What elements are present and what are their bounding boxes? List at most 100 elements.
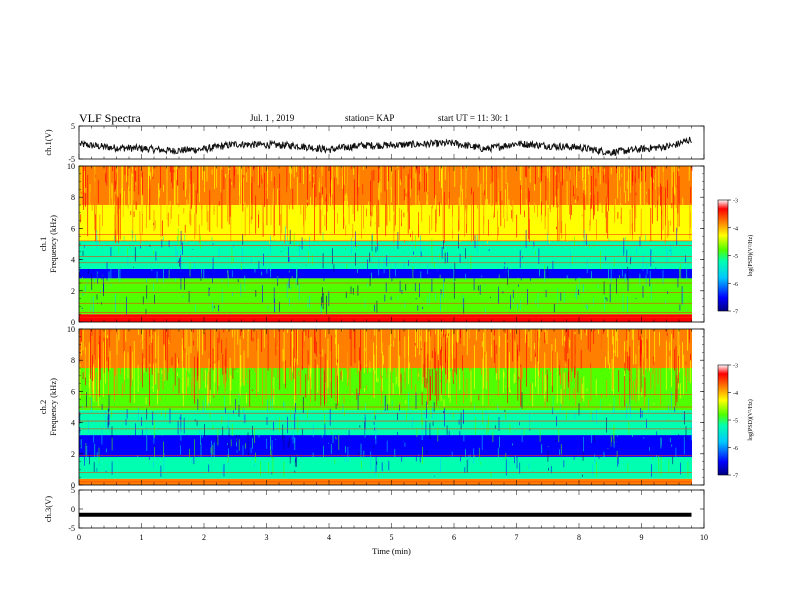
noise-streak xyxy=(422,306,423,310)
burst-streak xyxy=(500,329,501,336)
burst-streak xyxy=(411,332,412,390)
burst-streak xyxy=(654,355,656,396)
ch1-spectrogram-ylabel: ch.1Frequency (kHz) xyxy=(38,215,58,273)
burst-streak xyxy=(448,329,450,383)
noise-streak xyxy=(498,274,500,290)
burst-streak xyxy=(611,359,613,391)
burst-streak xyxy=(157,389,158,405)
burst-streak xyxy=(640,331,642,347)
burst-streak xyxy=(306,199,308,203)
noise-streak xyxy=(348,430,350,436)
burst-streak xyxy=(609,404,611,406)
burst-streak xyxy=(247,379,249,384)
burst-streak xyxy=(545,200,547,225)
burst-streak xyxy=(544,169,546,230)
ch1-waveform-ylabel: ch.1(V) xyxy=(43,129,53,155)
noise-streak xyxy=(162,410,163,428)
burst-streak xyxy=(133,211,135,217)
burst-streak xyxy=(89,399,91,406)
burst-streak xyxy=(193,218,194,236)
noise-streak xyxy=(172,420,173,431)
burst-streak xyxy=(145,329,147,372)
burst-streak xyxy=(445,334,446,363)
burst-streak xyxy=(399,341,400,396)
burst-streak xyxy=(331,335,332,398)
noise-streak xyxy=(424,413,425,415)
noise-streak xyxy=(630,407,631,418)
noise-streak xyxy=(421,424,423,440)
burst-streak xyxy=(107,346,109,348)
noise-streak xyxy=(295,279,297,289)
burst-streak xyxy=(501,166,503,201)
burst-streak xyxy=(655,168,656,190)
noise-streak xyxy=(606,305,607,309)
noise-streak xyxy=(212,243,214,245)
noise-streak xyxy=(178,287,180,293)
noise-streak xyxy=(194,439,195,457)
burst-streak xyxy=(644,235,645,241)
burst-streak xyxy=(554,338,556,352)
burst-streak xyxy=(534,343,535,350)
burst-streak xyxy=(421,329,422,349)
burst-streak xyxy=(564,336,565,348)
burst-streak xyxy=(455,341,457,375)
burst-streak xyxy=(141,188,143,235)
burst-streak xyxy=(212,348,214,371)
noise-streak xyxy=(298,243,300,246)
burst-streak xyxy=(620,207,622,225)
y-tick-label: 0 xyxy=(71,481,75,490)
burst-streak xyxy=(345,193,347,235)
burst-streak xyxy=(143,338,145,340)
burst-streak xyxy=(511,166,513,180)
noise-streak xyxy=(376,461,378,465)
burst-streak xyxy=(125,329,127,342)
noise-streak xyxy=(415,443,417,462)
noise-streak xyxy=(296,265,297,284)
noise-streak xyxy=(288,270,290,273)
burst-streak xyxy=(563,372,565,390)
noise-streak xyxy=(295,403,296,413)
noise-streak xyxy=(421,406,423,426)
noise-streak xyxy=(426,296,428,306)
burst-streak xyxy=(689,212,691,228)
noise-streak xyxy=(328,291,330,306)
noise-streak xyxy=(346,263,348,269)
noise-streak xyxy=(111,461,113,475)
burst-streak xyxy=(671,166,673,203)
noise-streak xyxy=(305,264,307,266)
noise-streak xyxy=(599,399,601,412)
burst-streak xyxy=(664,207,666,244)
burst-streak xyxy=(558,172,559,208)
noise-streak xyxy=(463,409,464,424)
burst-streak xyxy=(259,166,260,188)
noise-streak xyxy=(350,286,352,294)
noise-streak xyxy=(206,281,207,296)
burst-streak xyxy=(342,166,344,176)
burst-streak xyxy=(483,332,484,389)
burst-streak xyxy=(134,329,136,350)
burst-streak xyxy=(177,185,179,204)
burst-streak xyxy=(298,332,300,341)
x-tick-label: 4 xyxy=(327,533,331,542)
noise-streak xyxy=(289,286,291,290)
burst-streak xyxy=(205,369,206,388)
burst-streak xyxy=(427,166,429,193)
burst-streak xyxy=(214,329,216,362)
burst-streak xyxy=(229,178,231,217)
burst-streak xyxy=(605,179,606,218)
burst-streak xyxy=(124,191,125,234)
burst-streak xyxy=(331,329,333,354)
noise-streak xyxy=(627,296,628,313)
burst-streak xyxy=(250,216,252,224)
burst-streak xyxy=(605,196,607,233)
noise-streak xyxy=(459,293,461,301)
burst-streak xyxy=(579,352,581,356)
noise-streak xyxy=(590,408,592,422)
burst-streak xyxy=(341,370,343,382)
burst-streak xyxy=(565,329,567,333)
burst-streak xyxy=(466,166,467,189)
burst-streak xyxy=(287,185,288,237)
burst-streak xyxy=(315,168,317,197)
noise-streak xyxy=(96,294,98,300)
burst-streak xyxy=(117,197,119,234)
